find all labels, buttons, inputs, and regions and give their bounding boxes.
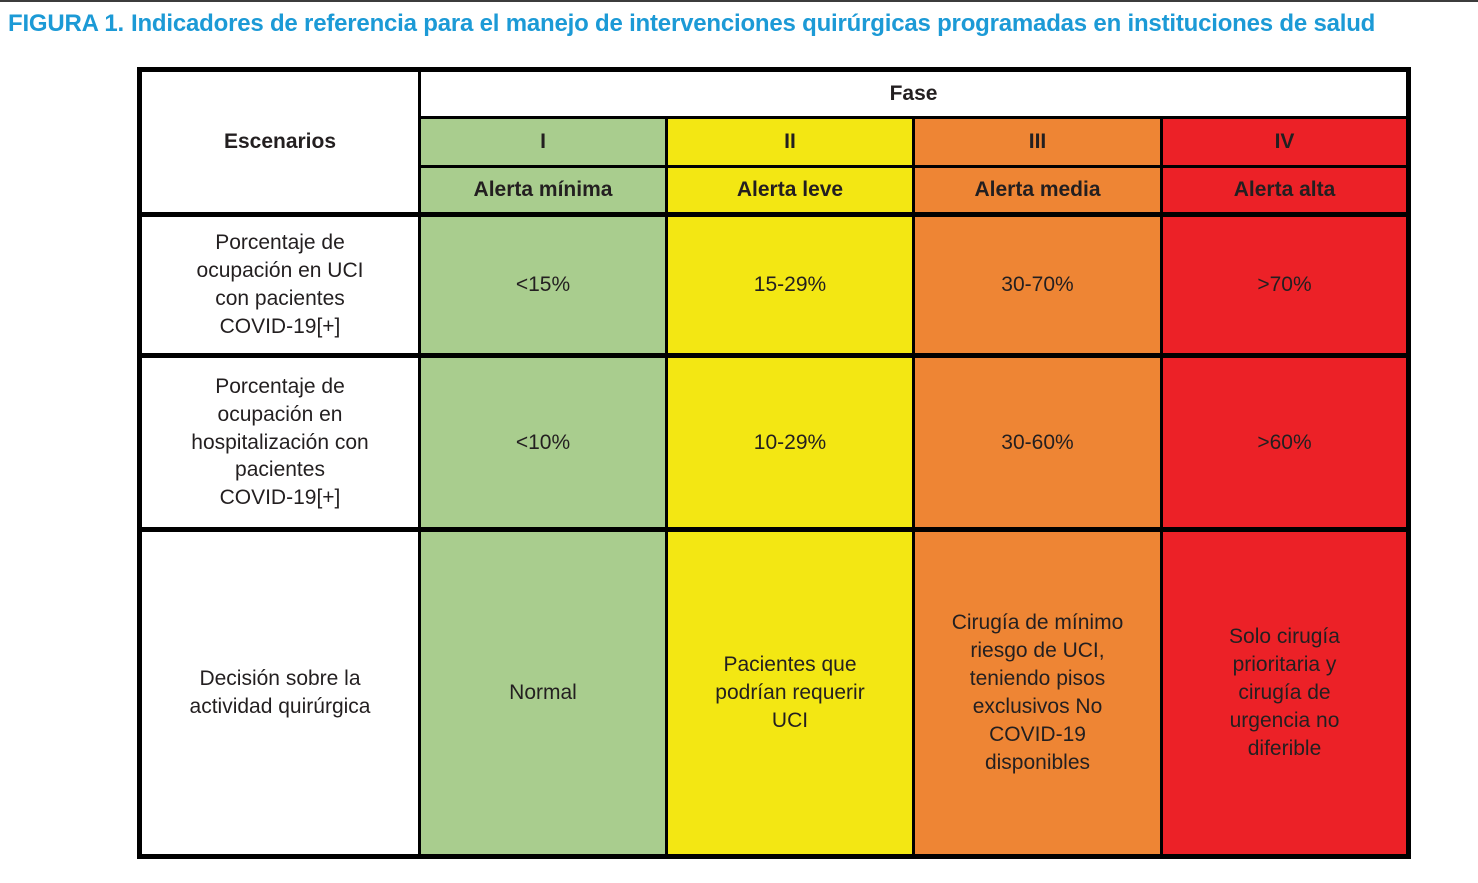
hospitalization-occupancy-row: Porcentaje de ocupación en hospitalizaci… [138, 353, 1410, 531]
value-cell: <10% [418, 353, 668, 531]
value-cell: Normal [418, 527, 668, 858]
row-label-uci-occupancy: Porcentaje de ocupación en UCI con pacie… [138, 212, 421, 357]
value-cell: <15% [418, 212, 668, 357]
phase-4-numeral-cell: IV [1160, 116, 1410, 168]
value-cell: 30-70% [912, 212, 1163, 357]
surgical-decision-row: Decisión sobre la actividad quirúrgica N… [138, 527, 1410, 858]
alert-minima-cell: Alerta mínima [418, 165, 668, 216]
value-cell: 15-29% [665, 212, 915, 357]
phase-numeral-row: I II III IV [140, 116, 1410, 168]
value-cell: >60% [1160, 353, 1410, 531]
row-label-hospitalization-occupancy: Porcentaje de ocupación en hospitalizaci… [138, 353, 421, 531]
figure-title: FIGURA 1. Indicadores de referencia para … [8, 10, 1470, 38]
fase-header-row: Escenarios Fase [138, 68, 1410, 216]
reference-indicators-table: Escenarios Fase I II III IV Alerta mínim… [137, 67, 1411, 859]
phase-2-numeral-cell: II [665, 116, 915, 168]
value-cell: Solo cirugía prioritaria y cirugía de ur… [1160, 527, 1410, 858]
value-cell: Pacientes que podrían requerir UCI [665, 527, 915, 858]
alert-level-row: Alerta mínima Alerta leve Alerta media A… [140, 165, 1410, 216]
alert-media-cell: Alerta media [912, 165, 1163, 216]
figure-title-text: Indicadores de referencia para el manejo… [131, 10, 1376, 37]
value-cell: 30-60% [912, 353, 1163, 531]
value-cell: >70% [1160, 212, 1410, 357]
value-cell: Cirugía de mínimo riesgo de UCI, teniend… [912, 527, 1163, 858]
value-cell: 10-29% [665, 353, 915, 531]
row-label-surgical-decision: Decisión sobre la actividad quirúrgica [138, 527, 421, 858]
alert-alta-cell: Alerta alta [1160, 165, 1410, 216]
phase-3-numeral-cell: III [912, 116, 1163, 168]
escenarios-header-cell: Escenarios [138, 68, 421, 216]
uci-occupancy-row: Porcentaje de ocupación en UCI con pacie… [138, 212, 1410, 357]
alert-leve-cell: Alerta leve [665, 165, 915, 216]
figure-number-label: FIGURA 1. [8, 10, 124, 37]
fase-header-cell: Fase [418, 68, 1410, 119]
phase-1-numeral-cell: I [418, 116, 668, 168]
top-rule-divider [0, 0, 1478, 2]
